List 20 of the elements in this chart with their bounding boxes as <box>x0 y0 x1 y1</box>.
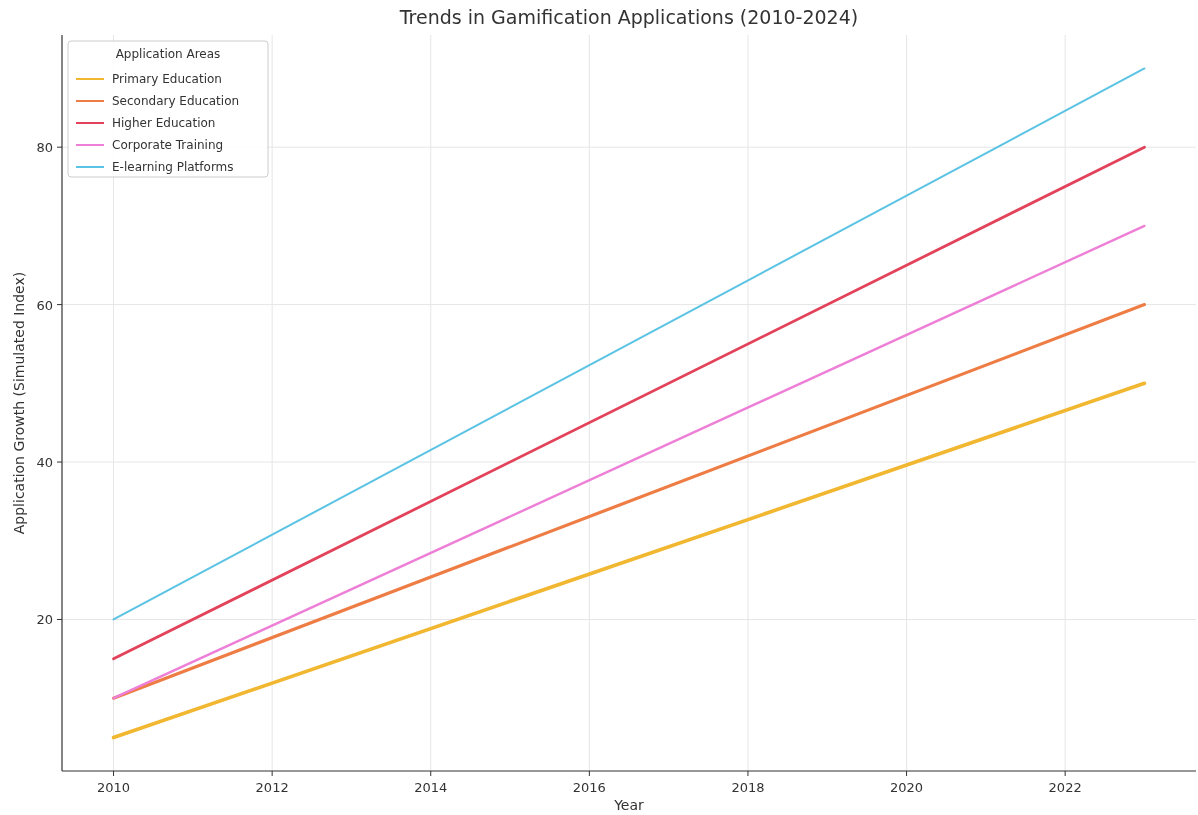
y-tick-label: 40 <box>36 455 53 471</box>
legend-label: Secondary Education <box>112 94 240 108</box>
x-tick-label: 2012 <box>255 780 289 795</box>
x-axis-title: Year <box>613 797 645 813</box>
y-tick-label: 60 <box>36 297 53 313</box>
legend-label: Primary Education <box>112 72 222 86</box>
x-tick-label: 2016 <box>572 780 606 795</box>
x-tick-label: 2022 <box>1048 780 1082 795</box>
x-tick-label: 2010 <box>97 780 131 795</box>
y-tick-label: 80 <box>36 140 53 156</box>
x-tick-label: 2014 <box>414 780 448 795</box>
y-tick-label: 20 <box>36 612 53 628</box>
x-tick-label: 2018 <box>731 780 765 795</box>
y-axis-title: Application Growth (Simulated Index) <box>11 271 27 535</box>
legend-label: Corporate Training <box>112 138 224 152</box>
chart-title: Trends in Gamification Applications (2010-2024) <box>398 6 859 28</box>
x-tick-label: 2020 <box>890 780 924 795</box>
legend-title: Application Areas <box>115 47 221 61</box>
legend-label: E-learning Platforms <box>112 160 234 174</box>
legend-label: Higher Education <box>112 116 216 130</box>
